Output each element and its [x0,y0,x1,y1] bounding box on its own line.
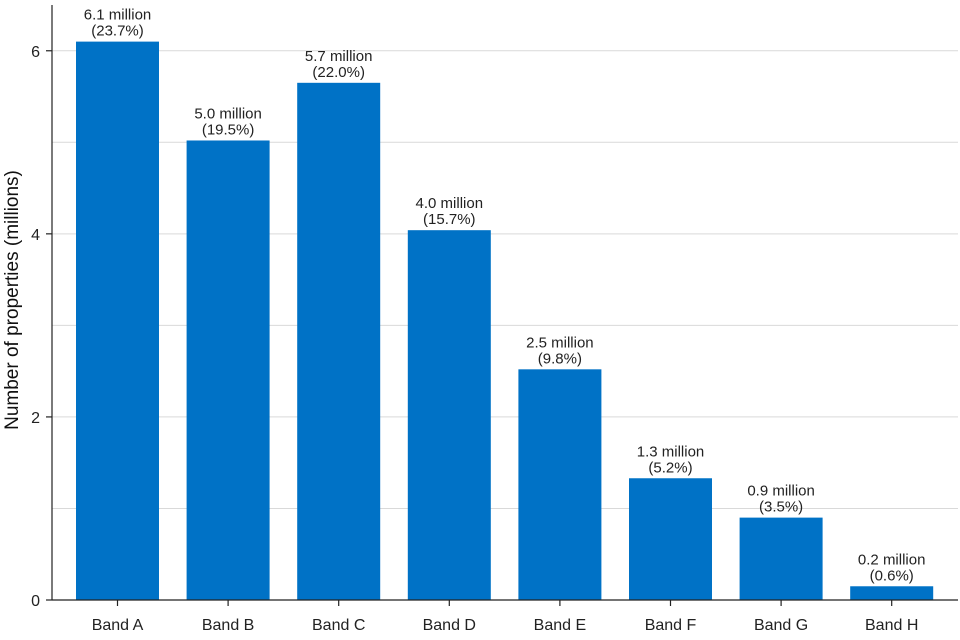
y-tick-label: 2 [31,410,40,427]
bar-value-label: 1.3 million [637,443,705,460]
bar-percent-label: (0.6%) [870,567,914,584]
bar[interactable] [186,140,270,600]
bar-percent-label: (5.2%) [648,459,692,476]
x-tick-label: Band D [423,617,476,634]
bar-percent-label: (3.5%) [759,499,803,516]
y-axis-label: Number of properties (millions) [2,170,23,430]
bar[interactable] [518,369,602,600]
x-tick-label: Band H [865,617,918,634]
x-tick-label: Band C [312,617,365,634]
bar[interactable] [407,230,491,600]
x-tick-label: Band F [645,617,697,634]
y-tick-label: 6 [31,44,40,61]
bar-value-label: 5.0 million [194,105,262,122]
x-tick-label: Band E [534,617,586,634]
bar-percent-label: (19.5%) [202,121,255,138]
bar-value-label: 0.2 million [858,551,926,568]
y-tick-label: 0 [31,593,40,610]
y-tick-label: 4 [31,227,40,244]
bar-value-label: 2.5 million [526,334,594,351]
x-tick-label: Band B [202,617,254,634]
bar[interactable] [297,82,381,601]
bar-value-label: 6.1 million [84,7,152,24]
bar-value-label: 0.9 million [747,483,815,500]
bar[interactable] [76,41,159,601]
bar-percent-label: (23.7%) [91,23,144,40]
bar[interactable] [850,586,934,600]
bars-group [76,41,934,601]
data-labels-group: 6.1 million(23.7%) 5.0 million(19.5%) 5.7 … [84,7,926,585]
x-tick-label: Band A [92,617,144,634]
bar-value-label: 4.0 million [416,195,484,212]
bar-percent-label: (15.7%) [423,211,476,228]
x-axis: Band A Band B Band C Band D Band E Band F Band… [52,599,958,634]
bar-value-label: 5.7 million [305,48,373,65]
bar[interactable] [629,478,712,600]
bar[interactable] [739,517,823,600]
y-axis: 0 2 4 6 [31,5,53,610]
bar-percent-label: (9.8%) [538,350,582,367]
bar-percent-label: (22.0%) [312,64,365,81]
x-tick-label: Band G [754,617,808,634]
